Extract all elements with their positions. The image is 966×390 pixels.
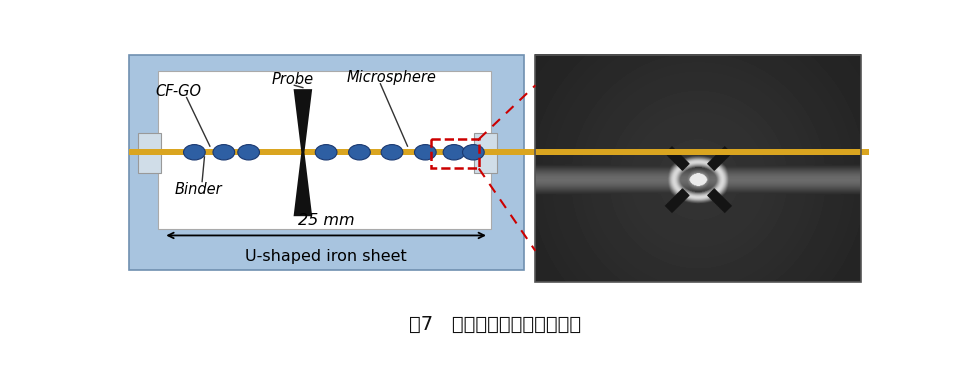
Bar	[158, 71, 491, 229]
Text: 25 mm: 25 mm	[298, 213, 355, 228]
Ellipse shape	[382, 145, 403, 160]
Text: CF-GO: CF-GO	[156, 84, 202, 99]
Ellipse shape	[463, 145, 484, 160]
Ellipse shape	[414, 145, 437, 160]
Bar	[128, 149, 930, 155]
Bar	[431, 139, 479, 168]
Ellipse shape	[213, 145, 235, 160]
Ellipse shape	[349, 145, 370, 160]
Text: Probe: Probe	[271, 72, 314, 87]
Ellipse shape	[443, 145, 465, 160]
Bar	[128, 149, 524, 155]
Text: Binder: Binder	[175, 182, 222, 197]
Bar	[128, 55, 524, 270]
Ellipse shape	[184, 145, 205, 160]
Text: Microsphere: Microsphere	[347, 70, 437, 85]
Text: 图7   碳纤维单丝界面剪切样品: 图7 碳纤维单丝界面剪切样品	[409, 314, 582, 333]
Ellipse shape	[238, 145, 260, 160]
Ellipse shape	[315, 145, 337, 160]
Bar	[535, 55, 861, 282]
Bar	[138, 133, 161, 173]
Bar	[474, 133, 497, 173]
Polygon shape	[294, 89, 312, 216]
Text: U-shaped iron sheet: U-shaped iron sheet	[245, 249, 407, 264]
